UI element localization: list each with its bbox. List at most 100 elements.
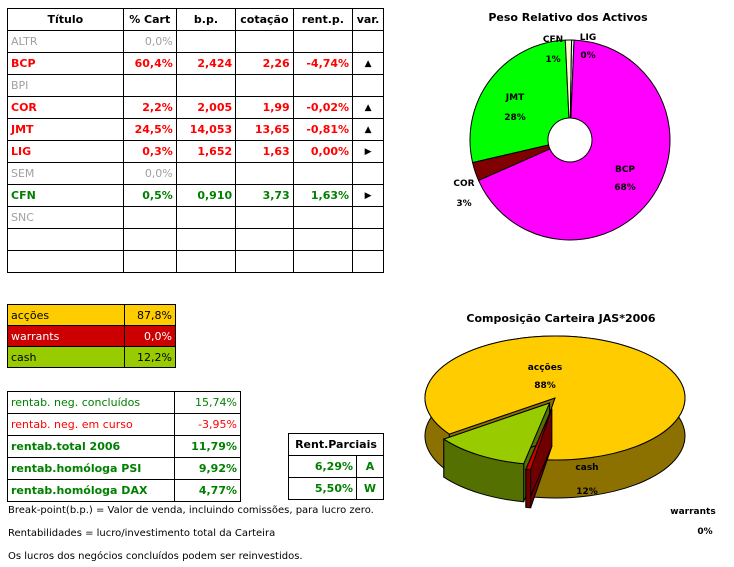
cell-titulo: LIG <box>7 140 124 163</box>
chart-peso-relativo: Peso Relativo dos Activos BCP 68% COR 3% JMT 2… <box>453 11 671 241</box>
partial-returns-header-row: Rent.Parciais <box>288 433 384 456</box>
allocation-row: acções 87,8% <box>7 304 176 326</box>
table-row: CFN 0,5% 0,910 3,73 1,63% ▶ <box>7 184 384 207</box>
slice-percent: 1% <box>545 55 560 65</box>
rentability-label: rentab.homóloga PSI <box>7 457 175 480</box>
allocation-label: cash <box>7 346 125 368</box>
header-bp: b.p. <box>175 8 237 31</box>
allocation-value: 87,8% <box>124 304 176 326</box>
cell-titulo: COR <box>7 96 124 119</box>
pie-slice-cor <box>471 144 551 182</box>
partial-return-row: 6,29% A <box>288 455 384 478</box>
cell-titulo: SNC <box>7 206 124 229</box>
cell-cotacao: 2,26 <box>235 52 294 75</box>
allocation-value: 0,0% <box>124 325 176 347</box>
cell-var: ▲ <box>352 118 384 141</box>
slice-label: JMT <box>505 93 525 103</box>
cell-titulo <box>7 228 124 251</box>
rentability-label: rentab. neg. em curso <box>7 413 175 436</box>
rentability-value: 11,79% <box>174 435 241 458</box>
cell-rent: 0,00% <box>292 140 354 163</box>
cell-titulo: ALTR <box>7 30 124 53</box>
cell-bp: 1,652 <box>175 140 237 163</box>
cell-cotacao: 1,99 <box>235 96 294 119</box>
cell-cart: 24,5% <box>122 118 177 141</box>
cell-cotacao: 13,65 <box>235 118 294 141</box>
cell-rent <box>292 74 354 97</box>
allocation-table: acções 87,8% warrants 0,0% cash 12,2% <box>7 304 176 368</box>
partial-return-code: W <box>356 477 384 500</box>
cell-rent <box>292 250 354 273</box>
cell-rent: -4,74% <box>292 52 354 75</box>
table-row <box>7 250 384 273</box>
cell-cotacao <box>235 206 294 229</box>
cell-titulo: CFN <box>7 184 124 207</box>
cell-cart: 0,0% <box>122 162 177 185</box>
slice-percent: 88% <box>534 381 556 391</box>
slice-percent: 12% <box>576 487 598 497</box>
cell-cotacao <box>235 30 294 53</box>
cell-var <box>352 228 384 251</box>
slice-percent: 68% <box>614 183 636 193</box>
cell-titulo: BCP <box>7 52 124 75</box>
cell-bp <box>175 162 237 185</box>
cell-bp <box>175 30 237 53</box>
pie-slice-bcp <box>477 39 671 241</box>
slice-label: acções <box>528 363 562 373</box>
slice-percent: 3% <box>456 199 471 209</box>
table-row: BCP 60,4% 2,424 2,26 -4,74% ▲ <box>7 52 384 75</box>
slice-label: COR <box>453 179 474 189</box>
rentability-value: 9,92% <box>174 457 241 480</box>
cell-cart: 60,4% <box>122 52 177 75</box>
slice-label: warrants <box>670 507 715 517</box>
slice-label: cash <box>575 463 598 473</box>
rentability-value: 4,77% <box>174 479 241 502</box>
cell-cotacao <box>235 228 294 251</box>
pie-slice-jmt <box>469 39 570 164</box>
slice-percent: 0% <box>580 51 595 61</box>
cell-rent: 1,63% <box>292 184 354 207</box>
cell-bp <box>175 250 237 273</box>
table-row: JMT 24,5% 14,053 13,65 -0,81% ▲ <box>7 118 384 141</box>
rentability-value: 15,74% <box>174 391 241 414</box>
partial-return-value: 5,50% <box>288 477 357 500</box>
cell-cart <box>122 250 177 273</box>
cell-cotacao: 1,63 <box>235 140 294 163</box>
header-cotacao: cotação <box>235 8 294 31</box>
rentability-label: rentab.homóloga DAX <box>7 479 175 502</box>
cell-bp <box>175 74 237 97</box>
rentability-row: rentab. neg. concluídos 15,74% <box>7 391 241 414</box>
portfolio-table: Título % Cart b.p. cotação rent.p. var. … <box>7 8 384 273</box>
pie-slice-cash <box>442 402 551 465</box>
header-var: var. <box>352 8 384 31</box>
cell-var <box>352 162 384 185</box>
note-reinvest: Os lucros dos negócios concluídos podem … <box>8 551 303 562</box>
cell-cart: 0,5% <box>122 184 177 207</box>
rentability-label: rentab. neg. concluídos <box>7 391 175 414</box>
rentability-table: rentab. neg. concluídos 15,74% rentab. neg… <box>7 391 241 502</box>
cell-cart: 0,0% <box>122 30 177 53</box>
cell-var: ▶ <box>352 140 384 163</box>
cell-cart <box>122 74 177 97</box>
table-row: SEM 0,0% <box>7 162 384 185</box>
cell-var <box>352 74 384 97</box>
table-row <box>7 228 384 251</box>
chart-composicao-carteira: Composição Carteira JAS*2006 acções 88% cas… <box>424 312 716 537</box>
rentability-value: -3,95% <box>174 413 241 436</box>
allocation-row: cash 12,2% <box>7 346 176 368</box>
partial-return-value: 6,29% <box>288 455 357 478</box>
cell-bp <box>175 206 237 229</box>
cell-cart: 2,2% <box>122 96 177 119</box>
pie-slice-warrants-rim <box>525 468 532 509</box>
rentability-row: rentab. neg. em curso -3,95% <box>7 413 241 436</box>
pie-slice-aces <box>424 335 686 461</box>
slice-label: BCP <box>615 165 635 175</box>
cell-titulo <box>7 250 124 273</box>
partial-returns-table: Rent.Parciais 6,29% A 5,50% W <box>288 433 384 500</box>
cell-var: ▶ <box>352 184 384 207</box>
slice-label: CFN <box>543 35 563 45</box>
cell-cotacao <box>235 74 294 97</box>
partial-return-code: A <box>356 455 384 478</box>
rentability-row: rentab.total 2006 11,79% <box>7 435 241 458</box>
cell-cart: 0,3% <box>122 140 177 163</box>
